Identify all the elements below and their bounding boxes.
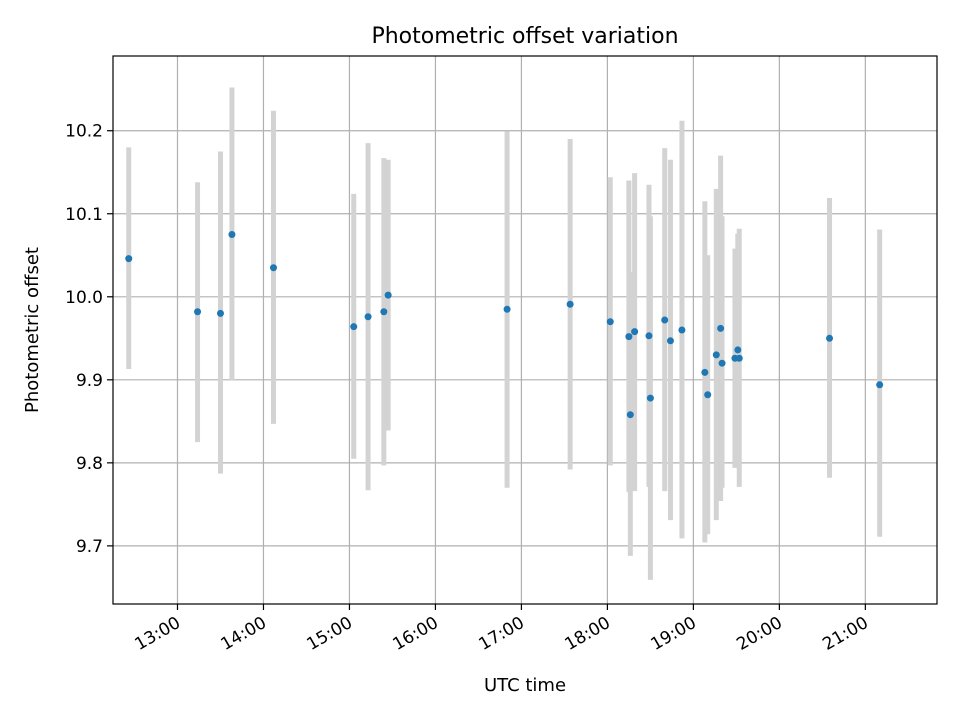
data-point bbox=[704, 391, 712, 399]
data-point bbox=[661, 316, 669, 324]
data-point bbox=[734, 346, 742, 354]
data-point bbox=[270, 264, 278, 272]
data-point bbox=[566, 300, 574, 308]
data-point bbox=[626, 411, 634, 419]
x-axis-label: UTC time bbox=[484, 675, 566, 696]
data-point bbox=[826, 334, 834, 342]
y-tick-label: 10.2 bbox=[65, 122, 103, 142]
data-point bbox=[718, 359, 726, 367]
y-tick-label: 10.0 bbox=[65, 288, 103, 308]
y-tick-label: 9.7 bbox=[76, 537, 103, 557]
plot-frame bbox=[112, 55, 938, 605]
data-point bbox=[503, 305, 511, 313]
data-point bbox=[384, 291, 392, 299]
data-point bbox=[350, 323, 358, 331]
y-tick-label: 10.1 bbox=[65, 205, 103, 225]
y-axis-label: Photometric offset bbox=[22, 247, 43, 413]
data-point bbox=[735, 354, 743, 362]
data-point bbox=[717, 324, 725, 332]
data-point bbox=[645, 332, 653, 340]
data-point bbox=[631, 328, 639, 336]
data-point bbox=[712, 351, 720, 359]
data-point bbox=[216, 309, 224, 317]
data-point bbox=[228, 231, 236, 239]
data-point bbox=[194, 308, 202, 316]
grid-lines bbox=[113, 56, 937, 604]
data-point bbox=[625, 333, 633, 341]
y-tick-label: 9.9 bbox=[76, 371, 103, 391]
chart-title: Photometric offset variation bbox=[371, 24, 678, 49]
data-point bbox=[678, 326, 686, 334]
data-point bbox=[380, 308, 388, 316]
data-point bbox=[606, 318, 614, 326]
y-axis-ticks: 9.7 9.8 9.9 10.0 10.1 10.2 bbox=[65, 122, 113, 557]
data-point bbox=[701, 368, 709, 376]
data-point bbox=[364, 313, 372, 321]
data-point bbox=[646, 394, 654, 402]
y-tick-label: 9.8 bbox=[76, 454, 103, 474]
data-points bbox=[125, 231, 884, 419]
data-point bbox=[876, 381, 884, 389]
data-point bbox=[125, 255, 133, 263]
data-point bbox=[666, 337, 674, 345]
